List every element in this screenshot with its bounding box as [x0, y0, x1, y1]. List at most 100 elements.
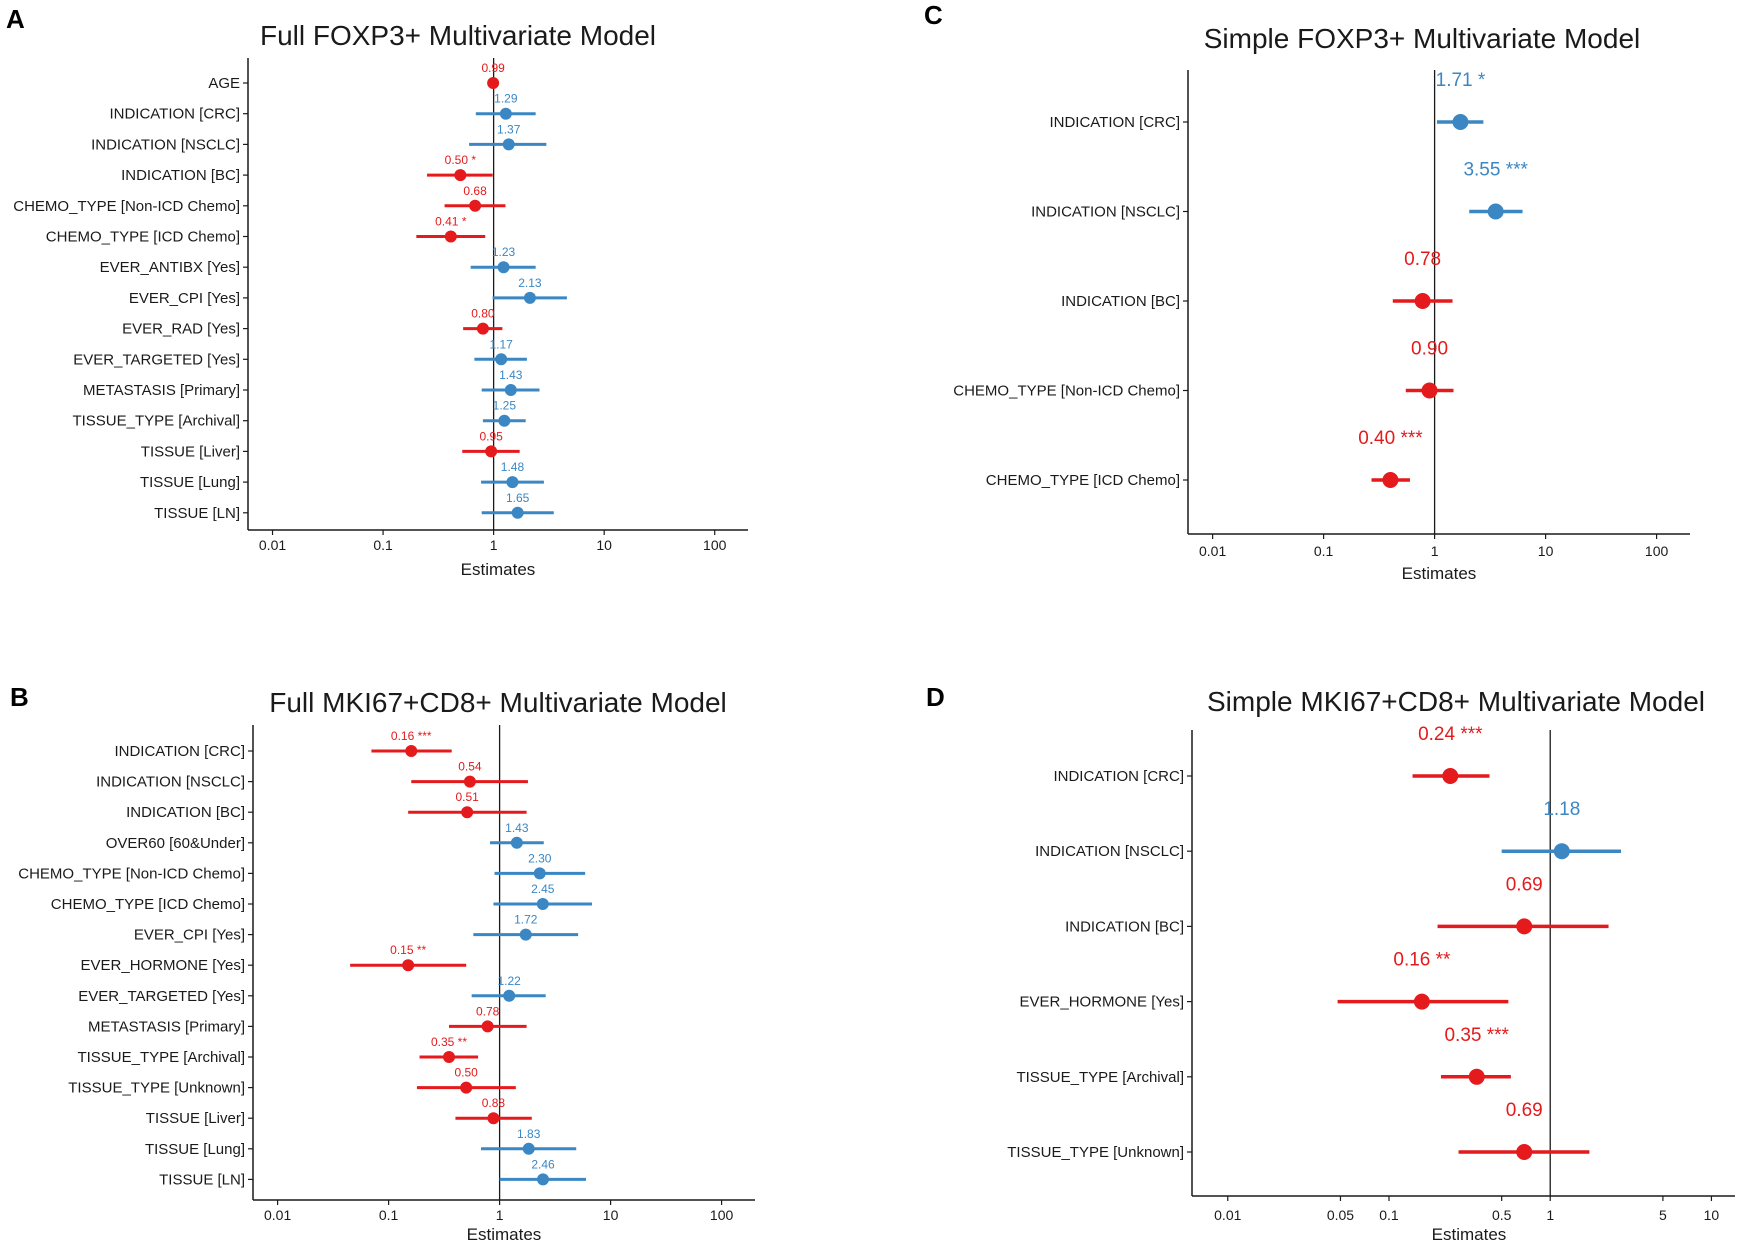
value-label: 0.69 [1506, 1100, 1543, 1121]
x-tick-label: 1 [490, 537, 498, 553]
x-tick-label: 0.01 [1214, 1207, 1241, 1223]
value-label: 1.17 [489, 337, 513, 351]
value-label: 0.95 [479, 429, 503, 443]
x-tick-label: 1 [1546, 1207, 1554, 1223]
row-label: METASTASIS [Primary] [83, 382, 240, 399]
estimate-point [506, 476, 519, 489]
x-tick-label: 0.1 [1379, 1207, 1399, 1223]
x-tick-label: 5 [1659, 1207, 1667, 1223]
row-label: INDICATION [BC] [121, 167, 240, 184]
estimate-point [1468, 1068, 1485, 1085]
value-label: 1.25 [493, 399, 517, 413]
row-label: OVER60 [60&Under] [106, 835, 245, 852]
estimate-point [405, 745, 418, 757]
value-label: 0.35 *** [1444, 1025, 1509, 1046]
row-label: TISSUE_TYPE [Unknown] [1007, 1144, 1184, 1161]
chart-title: Simple FOXP3+ Multivariate Model [1204, 23, 1641, 54]
row-label: CHEMO_TYPE [Non-ICD Chemo] [953, 383, 1180, 400]
estimate-point [402, 959, 415, 972]
value-label: 1.37 [497, 122, 521, 136]
estimate-point [481, 1020, 494, 1033]
value-label: 0.24 *** [1418, 724, 1483, 745]
estimate-point [461, 806, 474, 819]
value-label: 2.45 [531, 882, 555, 896]
x-tick-label: 10 [596, 537, 612, 553]
row-label: TISSUE [Lung] [140, 474, 240, 491]
value-label: 0.78 [1404, 249, 1441, 270]
chart-title: Full MKI67+CD8+ Multivariate Model [269, 687, 727, 718]
estimate-point [485, 445, 498, 458]
panel-c: C Simple FOXP3+ Multivariate Model 0.01 0… [924, 0, 1690, 583]
value-label: 2.30 [528, 851, 552, 865]
estimate-point [1516, 1144, 1533, 1160]
row-label: INDICATION [BC] [1061, 293, 1180, 310]
value-label: 0.54 [458, 760, 482, 774]
estimate-point [1452, 114, 1469, 130]
value-label: 0.80 [471, 307, 495, 321]
x-tick-label: 0.5 [1492, 1207, 1512, 1223]
row-label: CHEMO_TYPE [Non-ICD Chemo] [18, 865, 245, 882]
estimate-point [533, 867, 546, 880]
value-label: 0.15 ** [390, 943, 426, 957]
x-tick-label: 0.1 [379, 1207, 399, 1223]
panel-b: B Full MKI67+CD8+ Multivariate Model 0.0… [10, 682, 755, 1242]
value-label: 1.22 [498, 974, 522, 988]
row-label: TISSUE_TYPE [Unknown] [68, 1080, 245, 1097]
panel-letter: B [10, 682, 29, 712]
estimate-point [522, 1142, 535, 1155]
row-label: EVER_HORMONE [Yes] [81, 957, 246, 974]
x-tick-label: 1 [1431, 543, 1439, 559]
estimate-point [523, 291, 536, 304]
row-label: METASTASIS [Primary] [88, 1018, 245, 1035]
value-label: 1.18 [1543, 799, 1580, 820]
x-tick-label: 0.1 [1314, 543, 1334, 559]
estimate-point [1421, 382, 1438, 399]
estimate-point [1413, 993, 1430, 1010]
value-label: 1.48 [501, 460, 525, 474]
row-label: INDICATION [CRC] [1049, 114, 1180, 131]
estimate-point [463, 775, 476, 788]
estimate-point [499, 107, 512, 120]
estimate-point [487, 1112, 500, 1125]
estimate-point [454, 169, 467, 182]
value-label: 0.51 [455, 790, 479, 804]
value-label: 0.88 [482, 1096, 506, 1110]
x-axis-label: Estimates [1432, 1225, 1507, 1242]
panel-letter: D [926, 682, 945, 712]
estimate-point [476, 322, 489, 335]
estimate-point [487, 77, 500, 89]
value-label: 1.29 [494, 92, 518, 106]
x-axis-label: Estimates [467, 1225, 542, 1242]
estimate-point [519, 928, 532, 941]
row-label: EVER_HORMONE [Yes] [1020, 994, 1185, 1011]
estimate-point [443, 1051, 456, 1063]
value-label: 0.69 [1506, 874, 1543, 895]
value-label: 2.46 [531, 1157, 555, 1171]
panel-d: D Simple MKI67+CD8+ Multivariate Model 0… [926, 682, 1735, 1242]
estimate-point [536, 898, 549, 910]
value-label: 0.35 ** [431, 1035, 467, 1049]
x-tick-label: 100 [710, 1207, 734, 1223]
panel-a: A Full FOXP3+ Multivariate Model 0.01 0.1… [6, 4, 748, 579]
x-tick-label: 100 [703, 537, 727, 553]
value-label: 0.99 [481, 61, 505, 75]
estimate-point [536, 1173, 549, 1186]
estimate-point [469, 199, 482, 212]
row-label: INDICATION [BC] [1065, 918, 1184, 935]
value-label: 1.23 [492, 245, 516, 259]
value-label: 0.78 [476, 1004, 500, 1018]
value-label: 1.43 [499, 368, 523, 382]
x-tick-label: 100 [1645, 543, 1669, 559]
estimate-point [495, 353, 508, 366]
estimate-point [511, 506, 524, 519]
row-label: CHEMO_TYPE [ICD Chemo] [46, 229, 240, 246]
row-label: EVER_ANTIBX [Yes] [100, 259, 240, 276]
value-label: 1.83 [517, 1127, 541, 1141]
value-label: 1.71 * [1436, 70, 1486, 91]
x-axis-label: Estimates [461, 560, 536, 579]
panel-letter: A [6, 4, 25, 34]
estimate-point [502, 138, 515, 151]
x-tick-label: 0.05 [1327, 1207, 1354, 1223]
value-label: 1.65 [506, 491, 530, 505]
chart-title: Simple MKI67+CD8+ Multivariate Model [1207, 686, 1705, 717]
